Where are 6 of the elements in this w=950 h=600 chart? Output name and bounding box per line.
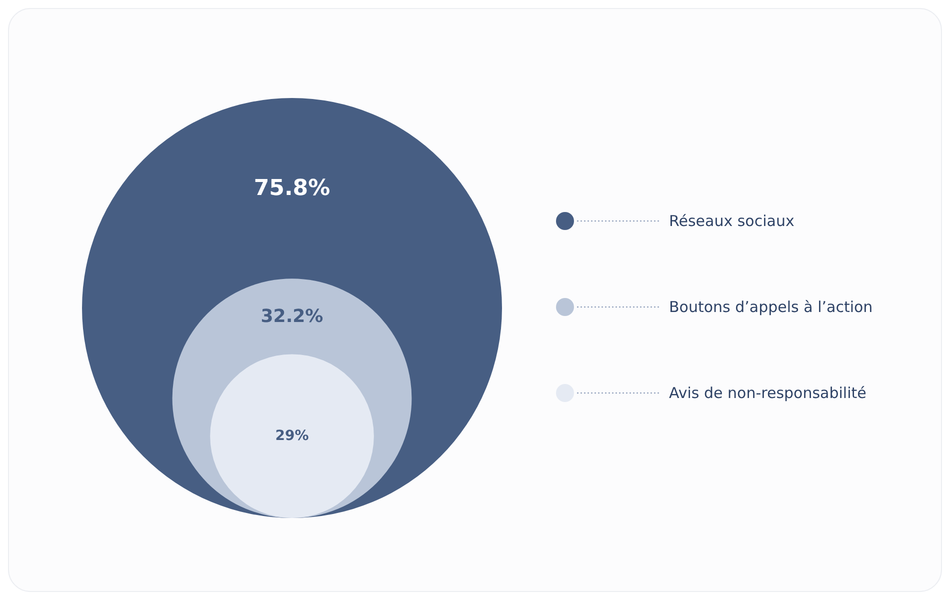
category-label: Avis de non-responsabilité <box>669 384 866 402</box>
data-label: 29% <box>275 428 309 444</box>
category-label: Boutons d’appels à l’action <box>669 298 873 316</box>
category-label: Réseaux sociaux <box>669 212 794 230</box>
data-label: 75.8% <box>254 176 330 201</box>
data-label: 32.2% <box>260 306 324 327</box>
